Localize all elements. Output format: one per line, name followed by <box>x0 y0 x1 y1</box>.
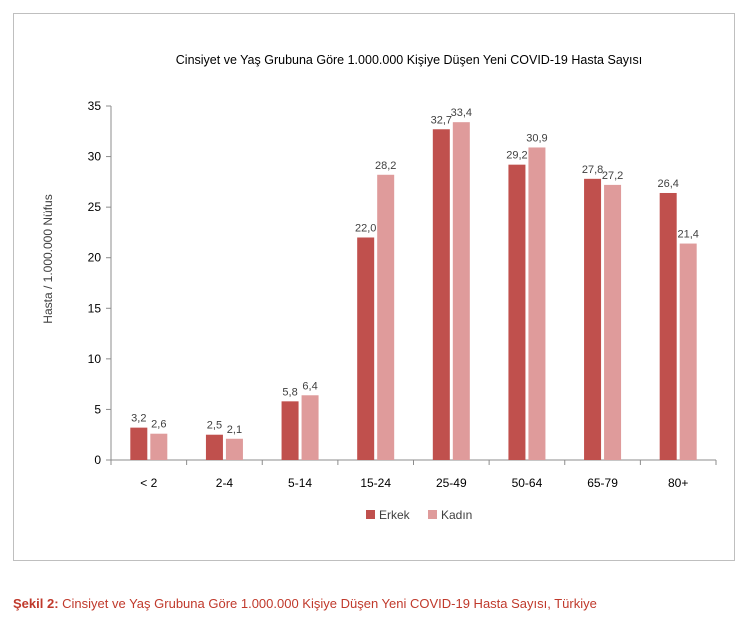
data-label: 28,2 <box>375 160 396 172</box>
bar-erkek <box>130 427 148 460</box>
y-tick-label: 0 <box>94 453 101 467</box>
data-label: 32,7 <box>431 114 452 126</box>
data-label: 2,5 <box>207 420 222 432</box>
data-label: 27,8 <box>582 164 603 176</box>
data-label: 26,4 <box>657 178 678 190</box>
data-label: 2,6 <box>151 419 166 431</box>
figure-caption: Şekil 2: Cinsiyet ve Yaş Grubuna Göre 1.… <box>13 596 597 611</box>
data-label: 3,2 <box>131 413 146 425</box>
bars: 3,2 2,6 2,5 2,1 5,8 6,4 22,0 28,2 32,733,4 29,2 30… <box>130 107 699 461</box>
chart-frame: Cinsiyet ve Yaş Grubuna Göre 1.000.000 K… <box>13 13 735 561</box>
x-tick-label: 65-79 <box>587 476 618 490</box>
y-tick-label: 20 <box>88 251 102 265</box>
x-tick-label: 50-64 <box>512 476 543 490</box>
bar-erkek <box>659 192 677 461</box>
data-label: 30,9 <box>526 132 547 144</box>
bar-kadın <box>225 438 243 460</box>
data-label: 5,8 <box>282 386 297 398</box>
legend-label: Kadın <box>441 508 472 522</box>
bar-erkek <box>205 434 223 460</box>
bar-kadın <box>452 122 470 460</box>
bar-kadın <box>528 147 546 460</box>
y-tick-label: 15 <box>88 301 102 315</box>
bar-kadın <box>377 174 395 460</box>
data-label: 22,0 <box>355 222 376 234</box>
data-label: 2,1 <box>227 424 242 436</box>
axes: 0 5 10 15 20 25 30 35 < 2 2-4 5-14 15-24 25-49 50-64 6… <box>88 99 717 490</box>
data-label: 33,4 <box>451 107 472 119</box>
bar-kadın <box>604 184 622 461</box>
y-tick-label: 25 <box>88 200 102 214</box>
caption-lead: Şekil 2: <box>13 596 59 611</box>
data-label: 29,2 <box>506 150 527 162</box>
chart-title: Cinsiyet ve Yaş Grubuna Göre 1.000.000 K… <box>176 53 642 67</box>
y-tick-label: 30 <box>88 150 102 164</box>
x-tick-label: 25-49 <box>436 476 467 490</box>
data-label: 21,4 <box>677 229 698 241</box>
bar-erkek <box>281 401 299 460</box>
bar-erkek <box>508 164 526 461</box>
x-tick-label: 2-4 <box>216 476 234 490</box>
legend: Erkek Kadın <box>366 508 472 522</box>
bar-kadın <box>679 243 697 460</box>
bar-erkek <box>357 237 375 460</box>
bar-kadın <box>301 395 319 460</box>
caption-text: Cinsiyet ve Yaş Grubuna Göre 1.000.000 K… <box>58 596 597 611</box>
x-tick-label: < 2 <box>140 476 157 490</box>
bar-erkek <box>432 129 450 460</box>
data-label: 6,4 <box>302 380 317 392</box>
legend-swatch <box>428 510 437 519</box>
y-tick-label: 10 <box>88 352 102 366</box>
x-tick-label: 5-14 <box>288 476 312 490</box>
x-tick-label: 15-24 <box>360 476 391 490</box>
bar-kadın <box>150 433 168 460</box>
data-label: 27,2 <box>602 170 623 182</box>
bar-erkek <box>584 178 602 460</box>
y-tick-label: 5 <box>94 402 101 416</box>
y-axis-label: Hasta / 1.000.000 Nüfus <box>41 194 55 323</box>
legend-label: Erkek <box>379 508 411 522</box>
x-tick-label: 80+ <box>668 476 688 490</box>
bar-chart: Cinsiyet ve Yaş Grubuna Göre 1.000.000 K… <box>41 53 717 522</box>
legend-swatch <box>366 510 375 519</box>
y-tick-label: 35 <box>88 99 102 113</box>
